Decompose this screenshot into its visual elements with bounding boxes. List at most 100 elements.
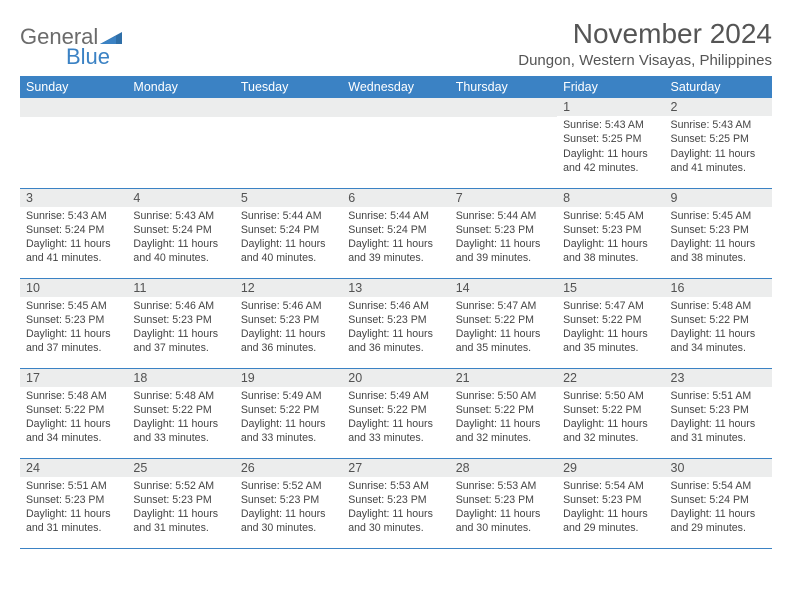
day-number: 1: [557, 98, 664, 116]
daylight-text: Daylight: 11 hours and 34 minutes.: [671, 327, 766, 356]
sunset-text: Sunset: 5:24 PM: [348, 223, 443, 237]
day-number: 26: [235, 459, 342, 477]
day-number: [450, 98, 557, 117]
calendar-day-cell: 16Sunrise: 5:48 AMSunset: 5:22 PMDayligh…: [665, 278, 772, 368]
day-number: [20, 98, 127, 117]
day-content: Sunrise: 5:44 AMSunset: 5:23 PMDaylight:…: [450, 207, 557, 270]
day-number: 29: [557, 459, 664, 477]
sunrise-text: Sunrise: 5:47 AM: [563, 299, 658, 313]
day-content: Sunrise: 5:50 AMSunset: 5:22 PMDaylight:…: [557, 387, 664, 450]
calendar-day-cell: 21Sunrise: 5:50 AMSunset: 5:22 PMDayligh…: [450, 368, 557, 458]
calendar-day-cell: 15Sunrise: 5:47 AMSunset: 5:22 PMDayligh…: [557, 278, 664, 368]
day-number: 24: [20, 459, 127, 477]
weekday-header: Sunday: [20, 76, 127, 98]
daylight-text: Daylight: 11 hours and 29 minutes.: [563, 507, 658, 536]
weekday-row: SundayMondayTuesdayWednesdayThursdayFrid…: [20, 76, 772, 98]
sunrise-text: Sunrise: 5:48 AM: [671, 299, 766, 313]
calendar-day-cell: 2Sunrise: 5:43 AMSunset: 5:25 PMDaylight…: [665, 98, 772, 188]
day-content: Sunrise: 5:43 AMSunset: 5:25 PMDaylight:…: [665, 116, 772, 179]
calendar-day-cell: 10Sunrise: 5:45 AMSunset: 5:23 PMDayligh…: [20, 278, 127, 368]
day-number: 23: [665, 369, 772, 387]
day-number: 25: [127, 459, 234, 477]
weekday-header: Tuesday: [235, 76, 342, 98]
sunset-text: Sunset: 5:22 PM: [133, 403, 228, 417]
day-content: Sunrise: 5:48 AMSunset: 5:22 PMDaylight:…: [665, 297, 772, 360]
sunset-text: Sunset: 5:24 PM: [671, 493, 766, 507]
daylight-text: Daylight: 11 hours and 38 minutes.: [671, 237, 766, 266]
daylight-text: Daylight: 11 hours and 42 minutes.: [563, 147, 658, 176]
calendar-day-cell: [450, 98, 557, 188]
day-content: Sunrise: 5:50 AMSunset: 5:22 PMDaylight:…: [450, 387, 557, 450]
day-number: [235, 98, 342, 117]
sunrise-text: Sunrise: 5:45 AM: [26, 299, 121, 313]
sunset-text: Sunset: 5:25 PM: [563, 132, 658, 146]
day-number: 14: [450, 279, 557, 297]
calendar-head: SundayMondayTuesdayWednesdayThursdayFrid…: [20, 76, 772, 98]
sunrise-text: Sunrise: 5:52 AM: [133, 479, 228, 493]
day-number: [127, 98, 234, 117]
daylight-text: Daylight: 11 hours and 41 minutes.: [671, 147, 766, 176]
daylight-text: Daylight: 11 hours and 29 minutes.: [671, 507, 766, 536]
day-content: Sunrise: 5:53 AMSunset: 5:23 PMDaylight:…: [450, 477, 557, 540]
day-content: Sunrise: 5:51 AMSunset: 5:23 PMDaylight:…: [20, 477, 127, 540]
sunset-text: Sunset: 5:22 PM: [563, 403, 658, 417]
calendar-day-cell: [127, 98, 234, 188]
sunset-text: Sunset: 5:22 PM: [563, 313, 658, 327]
daylight-text: Daylight: 11 hours and 30 minutes.: [456, 507, 551, 536]
daylight-text: Daylight: 11 hours and 33 minutes.: [241, 417, 336, 446]
sunset-text: Sunset: 5:23 PM: [348, 493, 443, 507]
sunrise-text: Sunrise: 5:43 AM: [563, 118, 658, 132]
day-number: 6: [342, 189, 449, 207]
daylight-text: Daylight: 11 hours and 35 minutes.: [456, 327, 551, 356]
daylight-text: Daylight: 11 hours and 30 minutes.: [348, 507, 443, 536]
calendar-body: 1Sunrise: 5:43 AMSunset: 5:25 PMDaylight…: [20, 98, 772, 548]
sunset-text: Sunset: 5:23 PM: [348, 313, 443, 327]
sunset-text: Sunset: 5:23 PM: [26, 493, 121, 507]
logo: General Blue: [20, 18, 122, 70]
daylight-text: Daylight: 11 hours and 40 minutes.: [241, 237, 336, 266]
calendar-week-row: 17Sunrise: 5:48 AMSunset: 5:22 PMDayligh…: [20, 368, 772, 458]
day-content: Sunrise: 5:52 AMSunset: 5:23 PMDaylight:…: [127, 477, 234, 540]
weekday-header: Friday: [557, 76, 664, 98]
day-number: 2: [665, 98, 772, 116]
sunrise-text: Sunrise: 5:53 AM: [456, 479, 551, 493]
calendar-day-cell: [20, 98, 127, 188]
calendar-day-cell: 12Sunrise: 5:46 AMSunset: 5:23 PMDayligh…: [235, 278, 342, 368]
month-title: November 2024: [518, 18, 772, 50]
calendar-day-cell: 1 Sunrise: 5:43 AMSunset: 5:25 PMDaylight…: [557, 98, 664, 188]
calendar-day-cell: 28Sunrise: 5:53 AMSunset: 5:23 PMDayligh…: [450, 458, 557, 548]
day-number: 10: [20, 279, 127, 297]
day-content: Sunrise: 5:48 AMSunset: 5:22 PMDaylight:…: [20, 387, 127, 450]
calendar-day-cell: 8Sunrise: 5:45 AMSunset: 5:23 PMDaylight…: [557, 188, 664, 278]
calendar-day-cell: 6Sunrise: 5:44 AMSunset: 5:24 PMDaylight…: [342, 188, 449, 278]
sunset-text: Sunset: 5:23 PM: [563, 493, 658, 507]
calendar-table: SundayMondayTuesdayWednesdayThursdayFrid…: [20, 76, 772, 549]
sunset-text: Sunset: 5:23 PM: [133, 493, 228, 507]
day-number: 7: [450, 189, 557, 207]
sunrise-text: Sunrise: 5:51 AM: [26, 479, 121, 493]
sunset-text: Sunset: 5:22 PM: [241, 403, 336, 417]
daylight-text: Daylight: 11 hours and 33 minutes.: [348, 417, 443, 446]
calendar-week-row: 3Sunrise: 5:43 AMSunset: 5:24 PMDaylight…: [20, 188, 772, 278]
calendar-day-cell: 24Sunrise: 5:51 AMSunset: 5:23 PMDayligh…: [20, 458, 127, 548]
daylight-text: Daylight: 11 hours and 35 minutes.: [563, 327, 658, 356]
sunrise-text: Sunrise: 5:54 AM: [671, 479, 766, 493]
day-number: 5: [235, 189, 342, 207]
day-content: Sunrise: 5:52 AMSunset: 5:23 PMDaylight:…: [235, 477, 342, 540]
calendar-day-cell: 9Sunrise: 5:45 AMSunset: 5:23 PMDaylight…: [665, 188, 772, 278]
daylight-text: Daylight: 11 hours and 37 minutes.: [26, 327, 121, 356]
sunset-text: Sunset: 5:24 PM: [133, 223, 228, 237]
daylight-text: Daylight: 11 hours and 41 minutes.: [26, 237, 121, 266]
sunrise-text: Sunrise: 5:45 AM: [671, 209, 766, 223]
weekday-header: Thursday: [450, 76, 557, 98]
day-number: 19: [235, 369, 342, 387]
sunrise-text: Sunrise: 5:50 AM: [456, 389, 551, 403]
daylight-text: Daylight: 11 hours and 39 minutes.: [456, 237, 551, 266]
sunrise-text: Sunrise: 5:48 AM: [26, 389, 121, 403]
title-block: November 2024 Dungon, Western Visayas, P…: [518, 18, 772, 69]
day-number: 16: [665, 279, 772, 297]
sunrise-text: Sunrise: 5:46 AM: [348, 299, 443, 313]
calendar-day-cell: 19Sunrise: 5:49 AMSunset: 5:22 PMDayligh…: [235, 368, 342, 458]
day-content: Sunrise: 5:48 AMSunset: 5:22 PMDaylight:…: [127, 387, 234, 450]
calendar-day-cell: 23Sunrise: 5:51 AMSunset: 5:23 PMDayligh…: [665, 368, 772, 458]
